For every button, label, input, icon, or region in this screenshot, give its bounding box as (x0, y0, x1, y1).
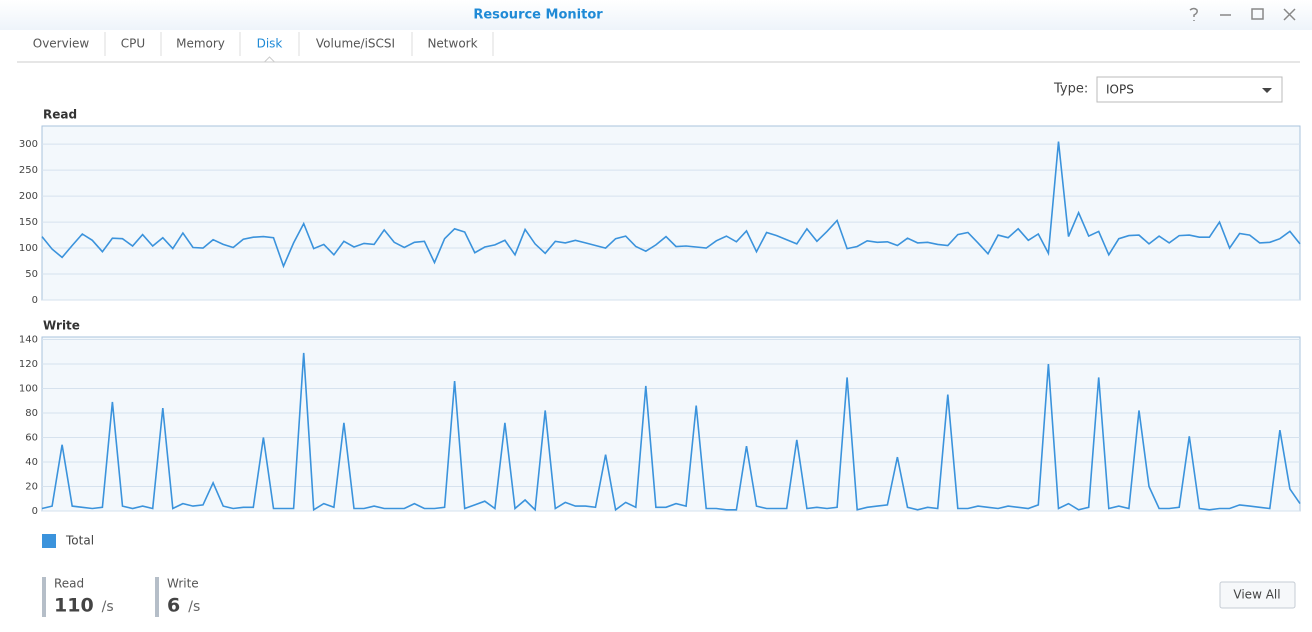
tab-bar: Overview CPU Memory Disk Volume/iSCSI Network (33, 32, 494, 63)
y-tick-label: 100 (19, 243, 38, 254)
title-bar (0, 0, 1312, 30)
help-button[interactable] (1189, 7, 1198, 22)
y-tick-label: 100 (19, 383, 38, 394)
y-tick-label: 20 (25, 481, 38, 492)
stat-value: 6 (167, 595, 180, 617)
button-label[interactable]: View All (1233, 588, 1280, 602)
stat-label: Write (167, 577, 199, 591)
type-select[interactable]: IOPS (1096, 76, 1283, 103)
y-tick-label: 250 (19, 165, 38, 176)
y-tick-label: 0 (32, 506, 38, 517)
plot-area (41, 336, 1301, 512)
tab[interactable]: Overview (33, 37, 90, 51)
tab[interactable]: Memory (176, 37, 225, 51)
stat-bar (42, 577, 46, 617)
view-all-button[interactable]: View All (1219, 581, 1296, 609)
y-tick-label: 120 (19, 359, 38, 370)
y-tick-label: 300 (19, 139, 38, 150)
y-tick-label: 80 (25, 408, 38, 419)
chart-title: Write (43, 319, 80, 333)
stat-unit: /s (102, 599, 114, 615)
stat-label: Read (54, 577, 84, 591)
y-tick-label: 60 (25, 432, 38, 443)
series-line (41, 141, 1301, 269)
window-controls (1189, 7, 1296, 22)
select-value[interactable]: IOPS (1106, 83, 1134, 97)
y-tick-label: 50 (25, 269, 38, 280)
window-title: Resource Monitor (473, 8, 603, 23)
tab[interactable]: Disk (257, 37, 283, 51)
stat-bar (155, 577, 159, 617)
charts: Read 0 50 100 150 200 250 300 Write 0 20 40 60 80 100 1… (19, 108, 1301, 517)
active-tab-marker (263, 56, 276, 63)
y-tick-label: 150 (19, 217, 38, 228)
tab[interactable]: Network (427, 37, 477, 51)
y-tick-label: 40 (25, 457, 38, 468)
legend-swatch (42, 534, 56, 548)
select-arrow (1262, 88, 1272, 93)
y-tick-label: 200 (19, 191, 38, 202)
chart-title: Read (43, 108, 77, 122)
tab[interactable]: CPU (121, 37, 145, 51)
legend-label: Total (65, 534, 94, 548)
y-tick-label: 140 (19, 334, 38, 345)
close-button[interactable] (1283, 8, 1296, 21)
stat-value: 110 (54, 595, 94, 617)
select-box[interactable] (1096, 76, 1283, 103)
y-tick-label: 0 (32, 295, 38, 306)
type-label: Type: (1053, 82, 1088, 97)
button-box[interactable] (1219, 581, 1296, 609)
series-line (41, 352, 1301, 512)
tab[interactable]: Volume/iSCSI (316, 37, 395, 51)
stats: Read 110/s Write 6/s (42, 577, 200, 617)
maximize-button[interactable] (1251, 8, 1264, 20)
stat-unit: /s (188, 599, 200, 615)
